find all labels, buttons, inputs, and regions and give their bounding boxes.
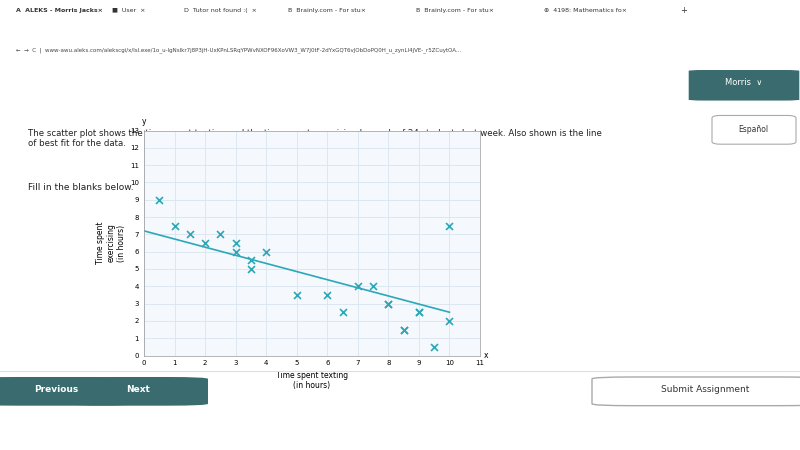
Point bbox=[351, 283, 364, 290]
Point bbox=[168, 222, 181, 230]
Text: 🔍  Type here to search: 🔍 Type here to search bbox=[24, 437, 94, 443]
Text: The scatter plot shows the time spent texting and the time spent exercising by e: The scatter plot shows the time spent te… bbox=[28, 129, 602, 148]
Point bbox=[382, 300, 394, 307]
Point bbox=[382, 300, 394, 307]
Text: B  Brainly.com - For stu×: B Brainly.com - For stu× bbox=[288, 8, 366, 13]
Text: ≡: ≡ bbox=[12, 71, 24, 85]
Point bbox=[260, 248, 273, 255]
Text: Next: Next bbox=[126, 385, 150, 394]
Text: Module 10: Module 10 bbox=[32, 69, 90, 79]
Point bbox=[198, 239, 211, 247]
Text: +: + bbox=[680, 5, 687, 14]
Text: Terms of Use: Terms of Use bbox=[464, 417, 504, 422]
Point bbox=[153, 196, 166, 203]
Point bbox=[443, 317, 456, 324]
FancyBboxPatch shape bbox=[592, 377, 800, 406]
Point bbox=[398, 326, 410, 333]
Point bbox=[290, 291, 303, 298]
Point bbox=[428, 343, 441, 351]
Text: A  ALEKS - Morris Jacks×: A ALEKS - Morris Jacks× bbox=[16, 8, 103, 13]
Text: |: | bbox=[640, 417, 642, 423]
Point bbox=[230, 239, 242, 247]
Text: Morris  ∨: Morris ∨ bbox=[726, 78, 762, 87]
FancyBboxPatch shape bbox=[68, 377, 208, 406]
Text: Previous: Previous bbox=[34, 385, 78, 394]
Point bbox=[413, 309, 426, 316]
Text: D  Tutor not found :(  ×: D Tutor not found :( × bbox=[184, 8, 257, 13]
Point bbox=[245, 266, 258, 273]
Point bbox=[366, 283, 379, 290]
Text: ←  →  C  |  www-awu.aleks.com/alekscgi/x/lsl.exe/1o_u-lgNslkr7j8P3jH-UxKPnLSRqYP: ← → C | www-awu.aleks.com/alekscgi/x/lsl… bbox=[16, 48, 461, 53]
Point bbox=[245, 256, 258, 264]
Text: 2:21 PM
4/30/2022: 2:21 PM 4/30/2022 bbox=[682, 435, 710, 446]
Text: y: y bbox=[142, 117, 146, 126]
Text: B  Brainly.com - For stu×: B Brainly.com - For stu× bbox=[416, 8, 494, 13]
Text: x: x bbox=[484, 351, 488, 360]
Point bbox=[183, 231, 196, 238]
Point bbox=[214, 231, 226, 238]
Point bbox=[413, 309, 426, 316]
Text: |: | bbox=[544, 417, 546, 423]
Text: Privacy Center: Privacy Center bbox=[560, 417, 606, 422]
Point bbox=[321, 291, 334, 298]
Text: Question 9 of 15 (1 point): Question 9 of 15 (1 point) bbox=[32, 88, 149, 97]
Point bbox=[230, 248, 242, 255]
FancyBboxPatch shape bbox=[688, 69, 800, 101]
Point bbox=[398, 326, 410, 333]
Text: ⊕  4198: Mathematics fo×: ⊕ 4198: Mathematics fo× bbox=[544, 8, 627, 13]
Point bbox=[336, 309, 349, 316]
Text: © 2022 McGraw Hill LLC. All Rights Reserved.: © 2022 McGraw Hill LLC. All Rights Reser… bbox=[240, 417, 384, 423]
Text: ■  User  ×: ■ User × bbox=[112, 8, 146, 13]
Text: Fill in the blanks below.: Fill in the blanks below. bbox=[28, 183, 134, 192]
Text: Submit Assignment: Submit Assignment bbox=[662, 385, 750, 394]
X-axis label: Time spent texting
(in hours): Time spent texting (in hours) bbox=[276, 370, 348, 390]
Text: Accessibility: Accessibility bbox=[656, 417, 694, 422]
Point bbox=[443, 222, 456, 230]
FancyBboxPatch shape bbox=[712, 116, 796, 144]
FancyBboxPatch shape bbox=[0, 377, 136, 406]
Text: Español: Español bbox=[738, 126, 769, 135]
Y-axis label: Time spent
exercising
(in hours): Time spent exercising (in hours) bbox=[96, 222, 126, 264]
